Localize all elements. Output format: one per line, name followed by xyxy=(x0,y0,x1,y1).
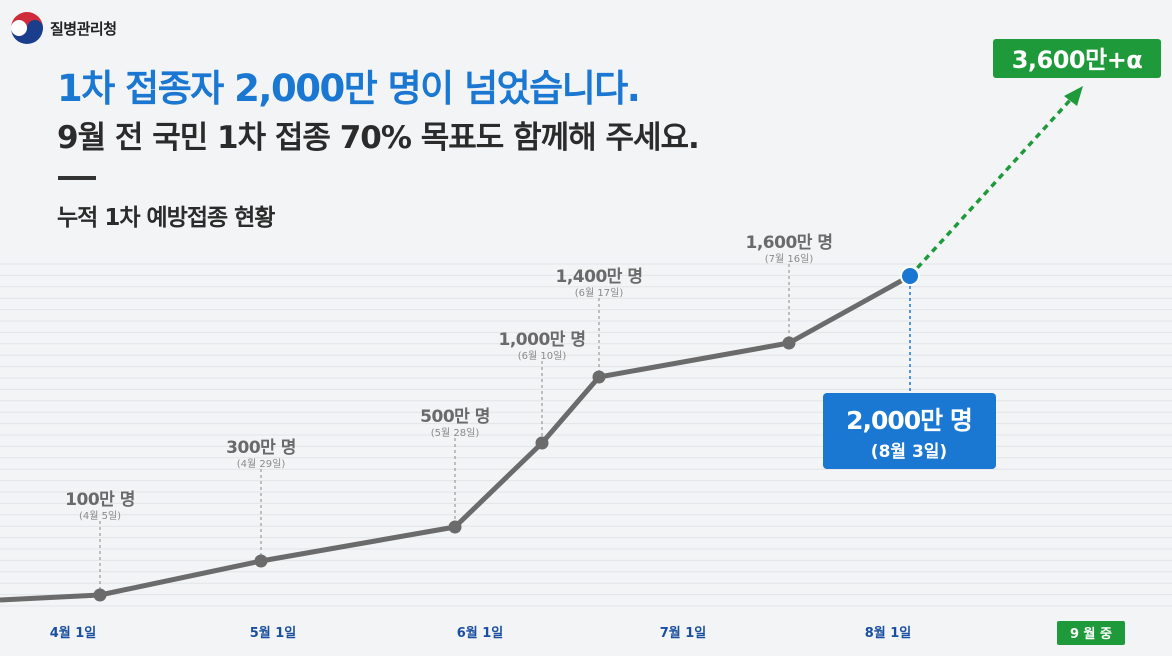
data-label: 100만 명 xyxy=(65,490,135,510)
title-divider xyxy=(58,176,96,180)
x-tick-label: 6월 1일 xyxy=(457,625,504,641)
data-label: 1,000만 명 xyxy=(499,330,586,350)
subheadline: 9월 전 국민 1차 접종 70% 목표도 함께해 주세요. xyxy=(57,120,700,156)
highlight-sublabel: (8월 3일) xyxy=(871,442,947,462)
data-sublabel: (5월 28일) xyxy=(431,427,480,439)
projection-label: 3,600만+α xyxy=(1012,46,1143,74)
x-end-label-box xyxy=(1057,621,1125,645)
data-label: 500만 명 xyxy=(420,407,490,427)
x-tick-label: 7월 1일 xyxy=(660,625,707,641)
data-point xyxy=(93,588,107,602)
data-point xyxy=(592,370,606,384)
data-sublabel: (6월 17일) xyxy=(575,287,624,299)
data-label: 1,400만 명 xyxy=(556,267,643,287)
projection-arrow-icon xyxy=(1064,86,1083,106)
highlight-data-point xyxy=(900,266,920,286)
data-sublabel: (4월 29일) xyxy=(237,458,286,470)
data-label: 300만 명 xyxy=(226,438,296,458)
data-sublabel: (6월 10일) xyxy=(518,350,567,362)
x-tick-label: 5월 1일 xyxy=(250,625,297,641)
data-sublabel: (4월 5일) xyxy=(79,510,121,522)
taegeuk-logo-icon xyxy=(11,12,43,44)
projection-line xyxy=(908,96,1074,278)
data-label: 1,600만 명 xyxy=(746,233,833,253)
projection-label-box xyxy=(993,39,1161,78)
highlight-callout-box xyxy=(823,393,996,469)
x-tick-label: 4월 1일 xyxy=(50,625,97,641)
data-point xyxy=(782,336,796,350)
highlight-label: 2,000만 명 xyxy=(846,406,972,435)
x-tick-label: 8월 1일 xyxy=(865,625,912,641)
data-sublabel: (7월 16일) xyxy=(765,253,814,265)
agency-logo: 질병관리청 xyxy=(10,11,117,45)
chart-title: 누적 1차 예방접종 현황 xyxy=(57,205,275,231)
data-point xyxy=(448,520,462,534)
x-end-label: 9 월 중 xyxy=(1070,626,1112,642)
agency-name: 질병관리청 xyxy=(50,19,117,38)
data-point xyxy=(535,436,549,450)
series-line xyxy=(0,273,912,603)
headline: 1차 접종자 2,000만 명이 넘었습니다. xyxy=(57,67,641,110)
data-point xyxy=(254,554,268,568)
